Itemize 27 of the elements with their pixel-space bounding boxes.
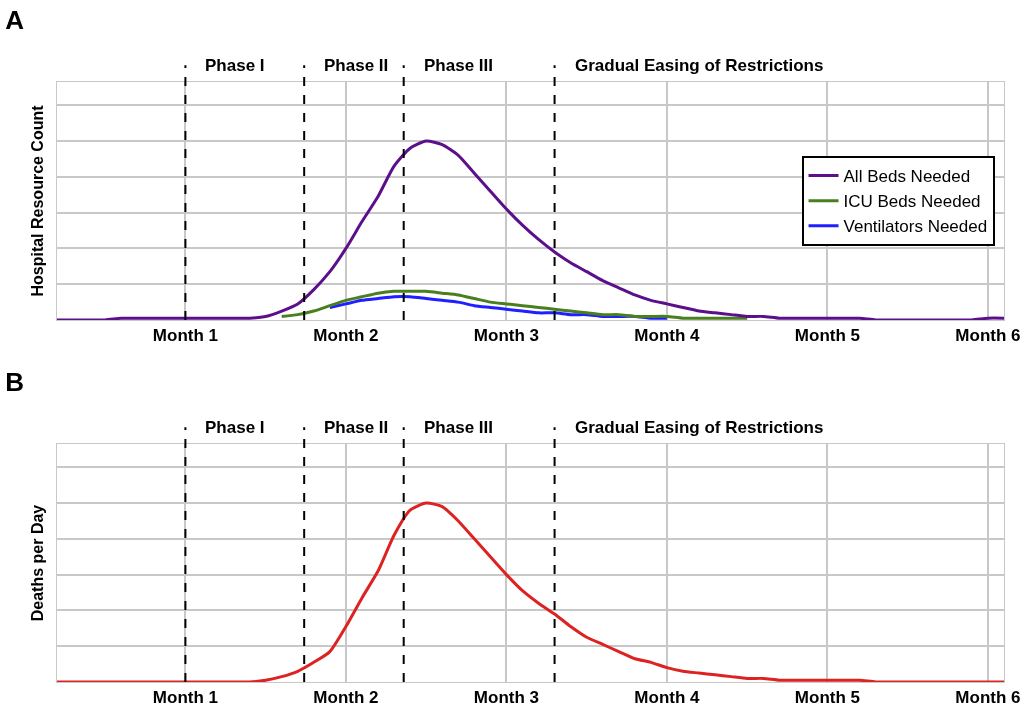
x-tick-label: Month 4 [634,326,701,346]
text: Phase II [324,418,389,437]
x-tick-label: Month 6 [955,326,1021,346]
y-axis-title: Hospital Resource Count [28,104,46,297]
text: Phase III [424,56,493,75]
x-tick-label: Month 5 [794,326,861,346]
y-axis-title: Deaths per Day [28,504,46,622]
text: Gradual Easing of Restrictions [575,56,824,75]
x-tick-label: Month 5 [794,688,861,708]
chart-title: B [5,367,24,398]
x-tick-label: Month 2 [313,688,379,708]
x-tick-label: Month 3 [473,326,539,346]
legend-label: Ventilators Needed [843,217,988,237]
text: Phase III [424,418,493,437]
x-tick-label: Month 1 [152,326,218,346]
x-tick-label: Month 3 [473,688,539,708]
chart-title: A [5,5,25,36]
x-tick-label: Month 4 [634,688,701,708]
legend-label: All Beds Needed [843,167,971,187]
text: Phase I [205,418,265,437]
text: Gradual Easing of Restrictions [575,418,824,437]
legend-label: ICU Beds Needed [843,192,981,212]
text: Phase II [324,56,389,75]
x-tick-label: Month 1 [152,688,218,708]
text: Phase I [205,56,265,75]
x-tick-label: Month 6 [955,688,1021,708]
x-tick-label: Month 2 [313,326,379,346]
